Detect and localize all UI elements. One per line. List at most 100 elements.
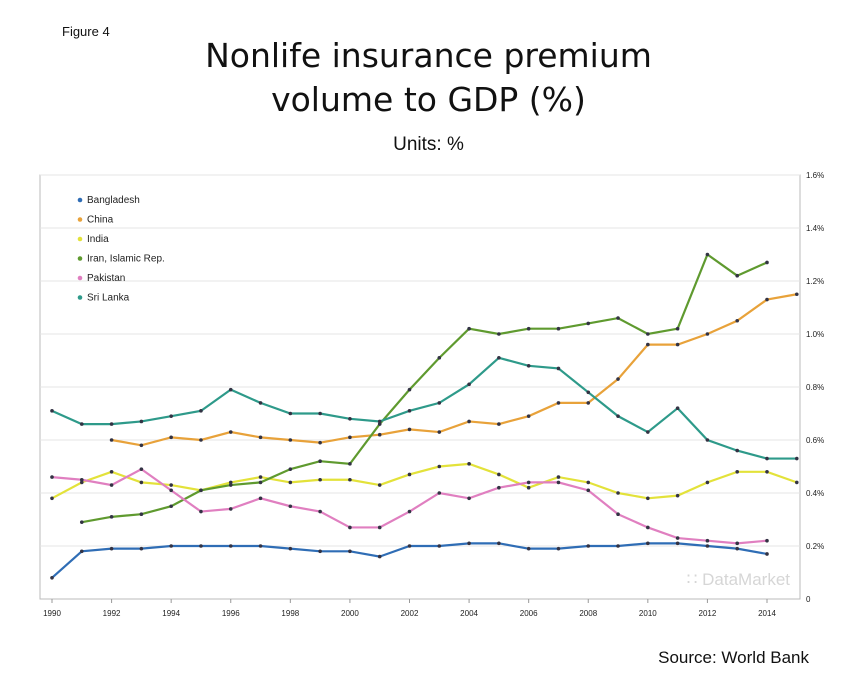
legend-label: Pakistan — [87, 273, 125, 284]
x-tick-label: 2010 — [639, 609, 657, 618]
data-point — [616, 512, 620, 516]
legend-marker — [77, 256, 83, 261]
data-point — [675, 536, 680, 540]
series-line-china — [111, 293, 797, 447]
legend-label: Iran, Islamic Rep. — [87, 254, 165, 265]
data-point — [556, 480, 561, 485]
data-point — [794, 456, 799, 461]
data-point — [228, 483, 233, 487]
series-line-bangladesh — [51, 542, 768, 579]
data-point — [288, 546, 293, 551]
data-point — [765, 538, 769, 543]
data-point — [705, 544, 710, 548]
data-point — [705, 438, 710, 442]
data-point — [735, 541, 740, 546]
y-tick-label: 1.0% — [806, 330, 824, 339]
data-point — [526, 364, 531, 368]
source-note: Source: World Bank — [658, 648, 809, 667]
data-point — [109, 546, 114, 551]
y-tick-label: 0.6% — [806, 436, 824, 445]
data-point — [586, 390, 591, 395]
x-tick-label: 2000 — [341, 609, 359, 618]
x-tick-label: 2008 — [579, 609, 597, 618]
chart-subtitle: Units: % — [393, 134, 464, 155]
data-point — [735, 273, 740, 278]
data-point — [765, 260, 769, 265]
chart-title: Nonlife insurance premium volume to GDP … — [0, 34, 857, 122]
data-point — [675, 406, 680, 411]
data-point — [616, 377, 620, 381]
data-point — [467, 541, 471, 546]
data-point — [526, 485, 531, 490]
data-point — [407, 387, 412, 392]
series-line-india — [51, 462, 798, 500]
data-point — [258, 544, 263, 548]
data-point — [437, 430, 442, 434]
data-point — [228, 507, 233, 511]
data-point — [437, 544, 442, 548]
data-point — [228, 387, 233, 392]
data-point — [526, 326, 531, 331]
data-point — [437, 356, 442, 360]
data-point — [50, 496, 54, 501]
data-point — [50, 475, 54, 479]
x-tick-label: 2012 — [699, 609, 717, 618]
data-point — [377, 422, 382, 426]
data-point — [675, 541, 680, 546]
data-point — [616, 491, 620, 495]
data-point — [646, 541, 650, 546]
data-point — [258, 435, 263, 440]
data-point — [705, 480, 710, 485]
data-point — [258, 480, 263, 485]
data-point — [348, 462, 352, 466]
data-point — [646, 525, 650, 530]
data-point — [586, 488, 591, 493]
legend-label: Bangladesh — [87, 195, 140, 206]
data-point — [348, 417, 352, 421]
data-point — [616, 544, 620, 548]
data-point — [735, 546, 740, 551]
data-point — [377, 419, 382, 424]
data-point — [258, 401, 263, 405]
data-point — [586, 480, 591, 485]
data-point — [258, 496, 263, 501]
data-point — [556, 546, 561, 551]
data-point — [497, 356, 501, 360]
data-point — [228, 544, 233, 548]
data-point — [79, 520, 84, 524]
chart-title-text: Nonlife insurance premium volume to GDP … — [205, 36, 652, 119]
data-point — [497, 472, 501, 477]
data-point — [467, 326, 471, 331]
legend-marker — [77, 197, 83, 203]
data-point — [79, 477, 84, 482]
data-point — [318, 411, 322, 416]
data-point — [139, 546, 144, 551]
x-tick-label: 2006 — [520, 609, 538, 618]
data-point — [377, 483, 382, 487]
data-point — [199, 438, 203, 442]
data-point — [407, 409, 412, 413]
data-point — [169, 483, 173, 487]
data-point — [586, 321, 591, 326]
data-point — [437, 401, 442, 405]
watermark: ∷ DataMarket — [687, 570, 791, 589]
x-tick-label: 1992 — [103, 609, 121, 618]
data-point — [735, 448, 740, 453]
data-point — [526, 414, 531, 418]
data-point — [407, 509, 412, 514]
data-point — [765, 297, 769, 302]
data-point — [79, 549, 84, 554]
data-point — [139, 480, 144, 485]
data-point — [675, 342, 680, 347]
data-point — [735, 470, 740, 474]
data-point — [497, 541, 501, 546]
data-point — [348, 549, 352, 554]
series-line-pakistan — [51, 467, 768, 545]
data-point — [705, 332, 710, 336]
data-point — [50, 409, 54, 413]
data-point — [526, 546, 531, 551]
data-point — [586, 401, 591, 405]
data-point — [675, 493, 680, 498]
data-point — [79, 480, 84, 485]
data-point — [109, 515, 114, 519]
